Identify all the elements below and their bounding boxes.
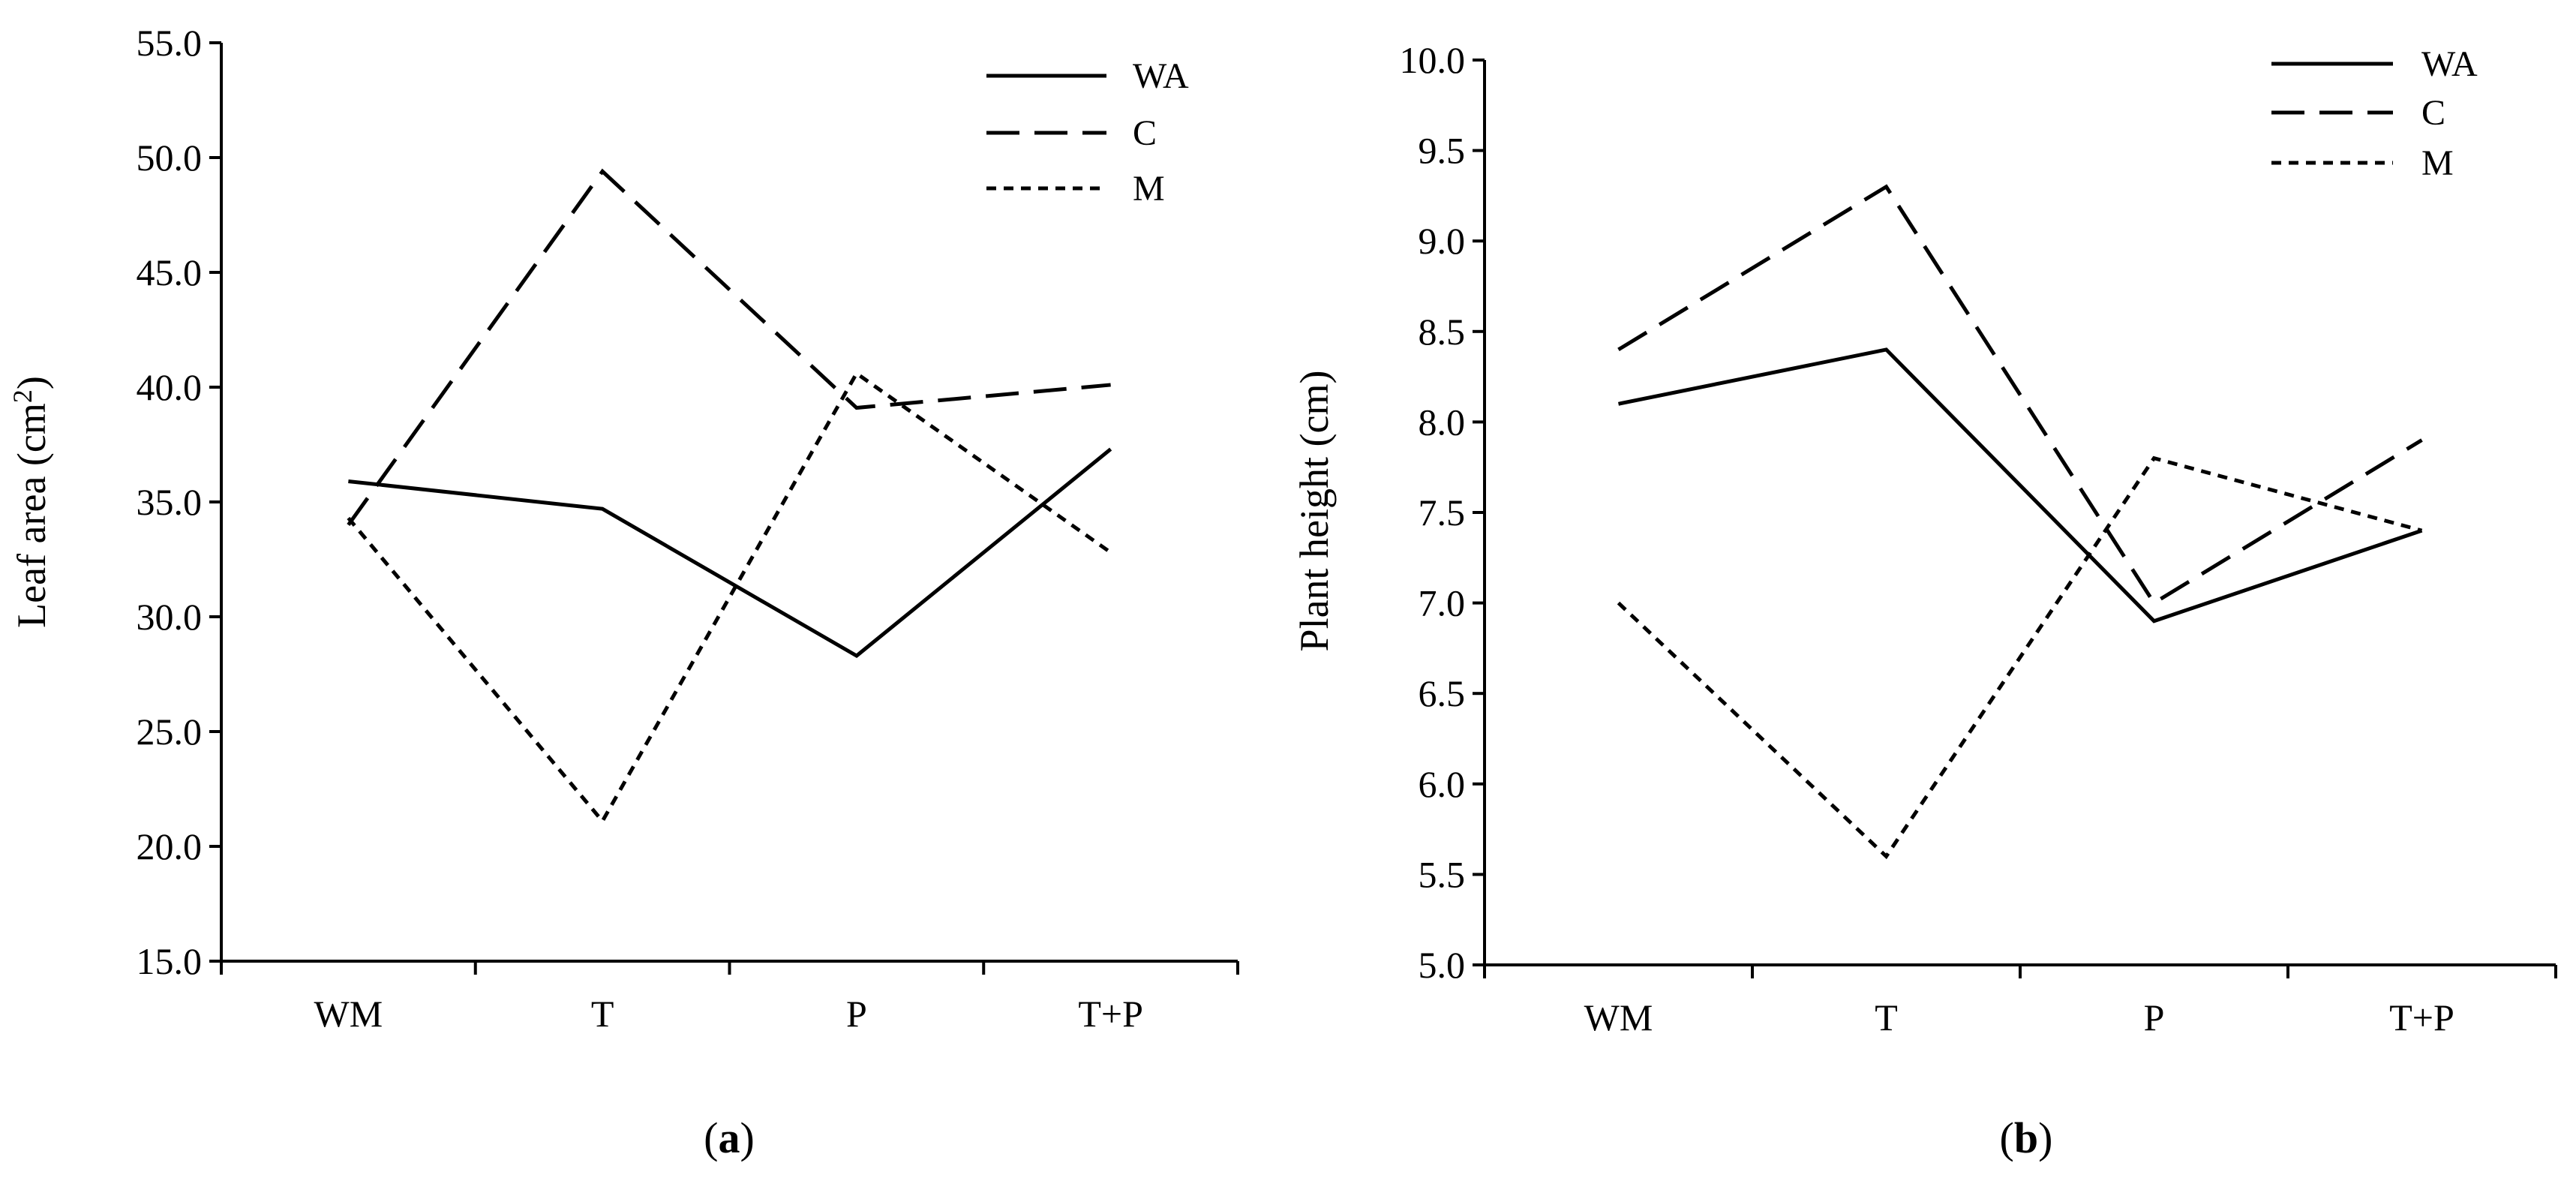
series-line-m [347, 371, 1112, 825]
y-tick-label: 20.0 [137, 825, 203, 867]
panel-caption-close: ) [2038, 1113, 2052, 1162]
series-line-wa [1618, 347, 2423, 624]
x-tick-label: P [846, 993, 867, 1035]
y-tick-label: 10.0 [1400, 39, 1466, 81]
panel-caption-open: ( [704, 1113, 718, 1162]
series-line-wa [348, 447, 1112, 659]
x-tick-label: WM [314, 993, 383, 1035]
series-line-c [347, 168, 1111, 527]
legend-label-m: M [1133, 169, 1165, 209]
x-tick-label: P [2144, 996, 2165, 1038]
x-tick-label: T+P [1078, 993, 1143, 1035]
y-tick-label: 5.0 [1419, 944, 1466, 986]
y-tick-label: 8.0 [1419, 401, 1466, 443]
x-tick-label: T+P [2389, 996, 2454, 1038]
data-point-m [856, 373, 857, 374]
panel-caption-close: ) [740, 1113, 755, 1162]
panel-caption-letter: b [2014, 1113, 2038, 1162]
y-axis-title: Plant height (cm) [1292, 371, 1337, 652]
y-tick-label: 45.0 [137, 251, 203, 293]
x-tick-label: WM [1584, 996, 1653, 1038]
data-point-m [602, 820, 603, 822]
panel-caption-open: ( [2000, 1113, 2014, 1162]
y-tick-label: 6.5 [1419, 672, 1466, 714]
y-tick-label: 15.0 [137, 940, 203, 982]
x-tick-label: T [591, 993, 614, 1035]
y-axis-title-superscript: 2 [8, 389, 38, 403]
y-tick-label: 6.0 [1419, 763, 1466, 805]
x-tick-label: T [1875, 996, 1898, 1038]
panel-b-plant-height-chart: 5.0 5.5 6.0 6.5 7.0 7.5 8.0 8.5 9.0 9.5 10.0 WM T P T+… [1292, 39, 2557, 1162]
legend-label-m: M [2421, 143, 2454, 183]
legend-label-c: C [1133, 113, 1157, 153]
y-tick-label: 25.0 [137, 711, 203, 753]
y-tick-label: 30.0 [137, 596, 203, 638]
y-tick-label: 5.5 [1419, 853, 1466, 895]
panel-caption: (a) [704, 1113, 755, 1162]
y-tick-label: 40.0 [137, 366, 203, 408]
series-line-c [1617, 184, 2423, 606]
legend-label-wa: WA [1133, 56, 1189, 96]
data-point-m [1110, 551, 1112, 553]
y-tick-label: 8.5 [1419, 311, 1466, 353]
legend-label-c: C [2421, 93, 2445, 133]
panel-a-leaf-area-chart: 15.0 20.0 25.0 30.0 35.0 40.0 45.0 50.0 55.0 WM T P… [8, 22, 1239, 1162]
y-tick-label: 35.0 [137, 481, 203, 523]
panel-caption: (b) [2000, 1113, 2053, 1162]
y-tick-label: 7.5 [1419, 491, 1466, 533]
y-axis-title: Leaf area (cm2) [8, 376, 54, 628]
y-tick-label: 9.0 [1419, 220, 1466, 262]
y-axis-title-text: Leaf area (cm [9, 403, 54, 628]
y-tick-label: 7.0 [1419, 582, 1466, 624]
y-tick-label: 50.0 [137, 137, 203, 179]
legend-label-wa: WA [2421, 44, 2478, 84]
series-line-m [1617, 455, 2423, 860]
y-axis-title-text: Plant height (cm) [1292, 371, 1337, 652]
y-axis-title-close: ) [9, 376, 54, 389]
y-tick-label: 55.0 [137, 22, 203, 64]
data-point-c [2154, 603, 2155, 604]
panel-caption-letter: a [719, 1113, 740, 1162]
y-tick-label: 9.5 [1419, 130, 1466, 172]
